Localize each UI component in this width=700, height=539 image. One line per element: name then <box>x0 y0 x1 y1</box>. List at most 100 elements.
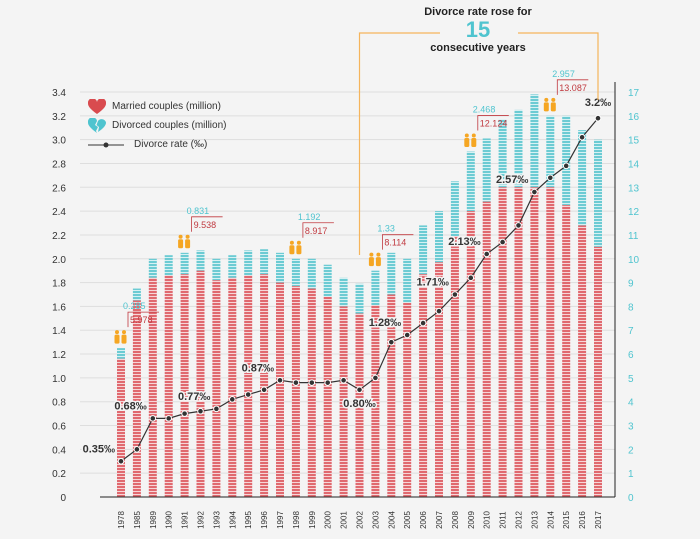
rate-point <box>531 188 538 196</box>
right-tick-label: 5 <box>628 374 634 385</box>
x-tick-label: 2013 <box>530 511 539 529</box>
annotation-bracket <box>191 216 223 232</box>
rate-label: 1.28‰ <box>369 317 401 329</box>
right-tick-label: 4 <box>628 398 634 409</box>
person-icon <box>471 133 477 148</box>
divorced-bar <box>498 119 507 188</box>
x-tick-label: 2004 <box>387 511 396 529</box>
divorced-bar <box>339 277 348 307</box>
x-tick-label: 1985 <box>133 511 142 529</box>
rate-point <box>165 415 172 422</box>
x-tick-label: 1998 <box>292 511 301 529</box>
left-tick-label: 2.4 <box>52 207 66 218</box>
person-head <box>296 240 301 245</box>
person-head <box>471 133 476 138</box>
person-icon <box>296 240 302 255</box>
married-count-label: 13.087 <box>559 83 587 93</box>
married-bar <box>562 205 571 498</box>
left-tick-label: 0.6 <box>52 422 66 433</box>
right-tick-label: 2 <box>628 445 634 456</box>
married-bar <box>419 274 428 497</box>
divorced-bar <box>594 139 602 247</box>
x-tick-label: 1992 <box>197 511 206 529</box>
headline-line2: consecutive years <box>430 42 526 54</box>
person-icon <box>289 240 295 255</box>
person-body <box>375 257 381 267</box>
x-tick-label: 2003 <box>371 511 380 529</box>
right-tick-label: 10 <box>628 255 640 266</box>
person-icon <box>178 234 184 249</box>
rate-label: 0.87‰ <box>242 362 274 374</box>
rate-point <box>515 222 522 229</box>
person-head <box>551 97 556 102</box>
person-head <box>376 252 381 257</box>
person-body <box>550 102 556 112</box>
married-count-label: 9.538 <box>194 220 217 230</box>
left-tick-label: 1.2 <box>52 350 66 361</box>
x-tick-label: 1997 <box>276 511 285 529</box>
married-bar <box>530 187 539 497</box>
married-count-label: 8.114 <box>384 238 406 248</box>
right-tick-label: 6 <box>628 350 634 361</box>
x-tick-label: 2009 <box>467 511 476 529</box>
right-tick-label: 16 <box>628 112 640 123</box>
left-tick-label: 3.2 <box>52 112 66 123</box>
x-tick-label: 1994 <box>228 511 237 529</box>
legend-divorced: Divorced couples (million) <box>88 116 226 135</box>
rate-point <box>340 376 347 384</box>
left-tick-label: 3.4 <box>52 88 66 99</box>
person-body <box>543 102 549 112</box>
person-head <box>369 252 374 257</box>
rate-point <box>181 410 188 417</box>
divorced-bar <box>132 288 141 301</box>
married-bar <box>276 282 284 497</box>
left-tick-label: 3.0 <box>52 136 66 147</box>
person-icon <box>121 330 127 344</box>
person-head <box>289 240 294 245</box>
married-bar <box>244 275 253 497</box>
married-count-label: 8.917 <box>305 226 328 236</box>
person-head <box>122 330 126 335</box>
x-tick-label: 1995 <box>244 511 253 529</box>
rate-point <box>372 374 379 382</box>
married-bar <box>482 201 491 497</box>
married-bar <box>578 225 587 498</box>
headline-line1: Divorce rate rose for <box>424 6 532 18</box>
x-tick-label: 2000 <box>324 511 333 529</box>
x-tick-label: 1996 <box>260 511 269 529</box>
rate-point <box>229 396 236 403</box>
person-icon <box>464 133 470 148</box>
rate-label: 1.71‰ <box>416 277 448 289</box>
divorced-count-label: 1.192 <box>298 212 321 222</box>
divorced-bar <box>196 250 205 271</box>
married-bar <box>164 275 173 497</box>
rate-point <box>292 379 300 386</box>
left-tick-label: 2.2 <box>52 231 66 242</box>
rate-label: 2.57‰ <box>496 174 528 186</box>
divorced-bar <box>244 250 253 276</box>
rate-point <box>213 405 220 413</box>
married-bar <box>196 270 205 497</box>
x-tick-label: 2011 <box>499 511 508 529</box>
headline: Divorce rate rose for 15 consecutive yea… <box>398 6 558 54</box>
married-bar <box>307 288 316 497</box>
x-tick-label: 2006 <box>419 511 428 529</box>
divorced-bar <box>562 115 571 206</box>
rate-point <box>547 174 554 182</box>
legend: Married couples (million) Divorced coupl… <box>88 97 226 154</box>
annotation-1998: 8.917 1.192 <box>289 212 334 255</box>
married-bar <box>371 305 380 497</box>
x-tick-label: 2008 <box>451 511 460 529</box>
rate-point <box>244 391 252 398</box>
married-bar <box>594 246 602 497</box>
divorced-bar <box>578 130 587 226</box>
heart-icon <box>88 98 106 114</box>
annotation-2003: 8.114 1.33 <box>368 224 414 267</box>
left-tick-label: 1.6 <box>52 302 66 313</box>
headline-number: 15 <box>465 17 491 42</box>
annotation-bracket <box>382 234 414 250</box>
divorced-bar <box>276 252 284 283</box>
x-tick-label: 2001 <box>340 511 349 529</box>
right-tick-label: 3 <box>628 422 634 433</box>
